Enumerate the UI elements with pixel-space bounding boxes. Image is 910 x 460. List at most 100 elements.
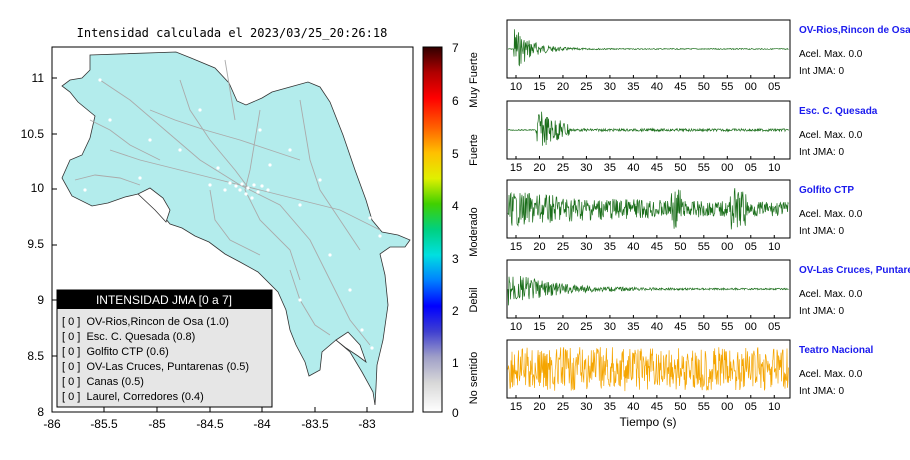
seismogram-station-name: Teatro Nacional — [799, 345, 873, 356]
seismogram-x-ticks: 10 15 20 25 30 35 40 45 50 55 00 05 — [510, 315, 780, 333]
legend-header-bar — [57, 290, 272, 309]
map-y-tick: 9 — [37, 293, 44, 307]
seismogram-tick-label: 05 — [745, 162, 757, 174]
seismogram-tick-label: 35 — [604, 401, 616, 413]
map-y-axis: 11 10.5 10 9.5 9 8.5 8 — [21, 71, 368, 419]
seismogram-accel-max: Acel. Max. 0.0 — [799, 49, 863, 60]
map-y-tick: 8 — [37, 405, 44, 419]
legend-item: [ 0 ] Esc. C. Quesada (0.8) — [62, 331, 195, 343]
seismogram-stack: 10 15 20 25 30 35 40 45 50 55 00 05 OV-Rios,Rincon d… — [506, 19, 910, 413]
seismogram-tick-label: 30 — [580, 401, 592, 413]
seismogram-tick-label: 45 — [651, 162, 663, 174]
legend-background — [56, 289, 273, 408]
map-x-tick: -85 — [148, 417, 166, 431]
seismogram-panel: 10 15 20 25 30 35 40 45 50 55 00 05 OV-Rios,Rincon d… — [506, 19, 910, 93]
seismogram-tick-label: 30 — [604, 81, 616, 93]
seismogram-tick-label: 00 — [721, 241, 733, 253]
seismogram-tick-label: 00 — [721, 162, 733, 174]
seismogram-x-ticks: 15 20 25 30 35 40 45 50 55 00 05 10 — [510, 235, 780, 253]
seismogram-tick-label: 40 — [651, 321, 663, 333]
seismogram-tick-label: 20 — [557, 321, 569, 333]
seismogram-tick-label: 15 — [533, 321, 545, 333]
map-x-tick: -83 — [358, 417, 376, 431]
map-x-tick: -85.5 — [90, 417, 118, 431]
seismogram-tick-label: 25 — [580, 81, 592, 93]
seismogram-panel: 10 15 20 25 30 35 40 45 50 55 00 05 OV-Las Cruces, P… — [506, 259, 910, 333]
map-title: Intensidad calculada el 2023/03/25_20:26… — [77, 26, 388, 40]
seismogram-tick-label: 45 — [674, 81, 686, 93]
seismogram-tick-label: 15 — [533, 81, 545, 93]
map-frame — [51, 46, 414, 413]
seismogram-tick-label: 40 — [627, 162, 639, 174]
seismogram-tick-label: 40 — [627, 241, 639, 253]
colorbar-label-debil: Debil — [468, 287, 480, 312]
seismogram-tick-label: 55 — [698, 162, 710, 174]
nicoya-gulf — [137, 187, 171, 223]
colorbar-tick: 1 — [452, 356, 459, 370]
seismogram-tick-label: 30 — [580, 241, 592, 253]
seismogram-tick-label: 15 — [510, 401, 522, 413]
map-y-tick: 9.5 — [27, 237, 44, 251]
map-x-tick: -86 — [43, 417, 61, 431]
seismogram-accel-max: Acel. Max. 0.0 — [799, 130, 863, 141]
colorbar-tick: 3 — [452, 252, 459, 266]
seismogram-tick-label: 35 — [604, 241, 616, 253]
seismogram-accel-max: Acel. Max. 0.0 — [799, 209, 863, 220]
seismogram-panel: 15 20 25 30 35 40 45 50 55 00 05 10 Esc. C. Quesada A… — [506, 100, 878, 174]
colorbar-label-muy-fuerte: Muy Fuerte — [468, 52, 480, 108]
seismogram-tick-label: 50 — [674, 401, 686, 413]
legend-item: [ 0 ] OV-Las Cruces, Puntarenas (0.5) — [62, 361, 249, 373]
seismogram-tick-label: 20 — [533, 162, 545, 174]
seismogram-x-ticks: 15 20 25 30 35 40 45 50 55 00 05 10 — [510, 156, 780, 174]
seismogram-tick-label: 10 — [768, 162, 780, 174]
seismogram-tick-label: 50 — [674, 241, 686, 253]
map-x-tick: -84.5 — [196, 417, 224, 431]
seismogram-station-name: Esc. C. Quesada — [799, 106, 878, 117]
seismogram-tick-label: 45 — [651, 401, 663, 413]
seismogram-station-name: OV-Las Cruces, Puntarenas — [799, 265, 910, 276]
seismogram-jma: Int JMA: 0 — [799, 306, 844, 317]
seismogram-tick-label: 30 — [580, 162, 592, 174]
seismogram-jma: Int JMA: 0 — [799, 226, 844, 237]
intensity-legend: INTENSIDAD JMA [0 a 7] [ 0 ] OV-Rios,Rin… — [56, 289, 273, 408]
seismogram-jma: Int JMA: 0 — [799, 147, 844, 158]
seismogram-tick-label: 50 — [674, 162, 686, 174]
seismogram-tick-label: 10 — [768, 241, 780, 253]
map-x-tick: -84 — [253, 417, 271, 431]
seismogram-tick-label: 05 — [745, 241, 757, 253]
seismogram-tick-label: 25 — [557, 241, 569, 253]
seismogram-tick-label: 15 — [510, 241, 522, 253]
seismogram-tick-label: 35 — [604, 162, 616, 174]
seismogram-x-ticks: 15 20 25 30 35 40 45 50 55 00 05 10 — [510, 395, 780, 413]
seismogram-tick-label: 00 — [745, 81, 757, 93]
seismogram-tick-label: 20 — [557, 81, 569, 93]
map-y-tick: 8.5 — [27, 349, 44, 363]
seismogram-tick-label: 55 — [721, 81, 733, 93]
legend-item: [ 0 ] Laurel, Corredores (0.4) — [62, 391, 204, 403]
colorbar-tick: 5 — [452, 147, 459, 161]
station-markers — [83, 78, 382, 350]
legend-header: INTENSIDAD JMA [0 a 7] — [96, 293, 232, 307]
seismogram-tick-label: 45 — [651, 241, 663, 253]
seismogram-tick-label: 25 — [557, 162, 569, 174]
seismogram-tick-label: 05 — [768, 321, 780, 333]
seismogram-trace — [507, 275, 789, 306]
seismogram-tick-label: 20 — [533, 241, 545, 253]
seismogram-x-label: Tiempo (s) — [620, 415, 677, 429]
colorbar-tick: 0 — [452, 406, 459, 420]
colorbar-label-fuerte: Fuerte — [468, 134, 480, 166]
seismogram-trace — [507, 347, 789, 392]
seismogram-station-name: OV-Rios,Rincon de Osa — [799, 25, 910, 36]
seismogram-tick-label: 35 — [627, 321, 639, 333]
colorbar-tick: 6 — [452, 94, 459, 108]
seismogram-tick-label: 10 — [510, 321, 522, 333]
map-y-tick: 10 — [31, 181, 45, 195]
seismogram-tick-label: 10 — [768, 401, 780, 413]
seismogram-panel: 15 20 25 30 35 40 45 50 55 00 05 10 Teatro Nacional A… — [506, 339, 873, 413]
seismogram-tick-label: 45 — [674, 321, 686, 333]
intensity-colorbar: 7 6 5 4 3 2 1 0 Muy Fuerte Fuerte Modera… — [422, 41, 480, 420]
seismogram-trace — [507, 188, 789, 230]
legend-item: [ 0 ] Canas (0.5) — [62, 376, 144, 388]
colorbar-tick: 2 — [452, 304, 459, 318]
